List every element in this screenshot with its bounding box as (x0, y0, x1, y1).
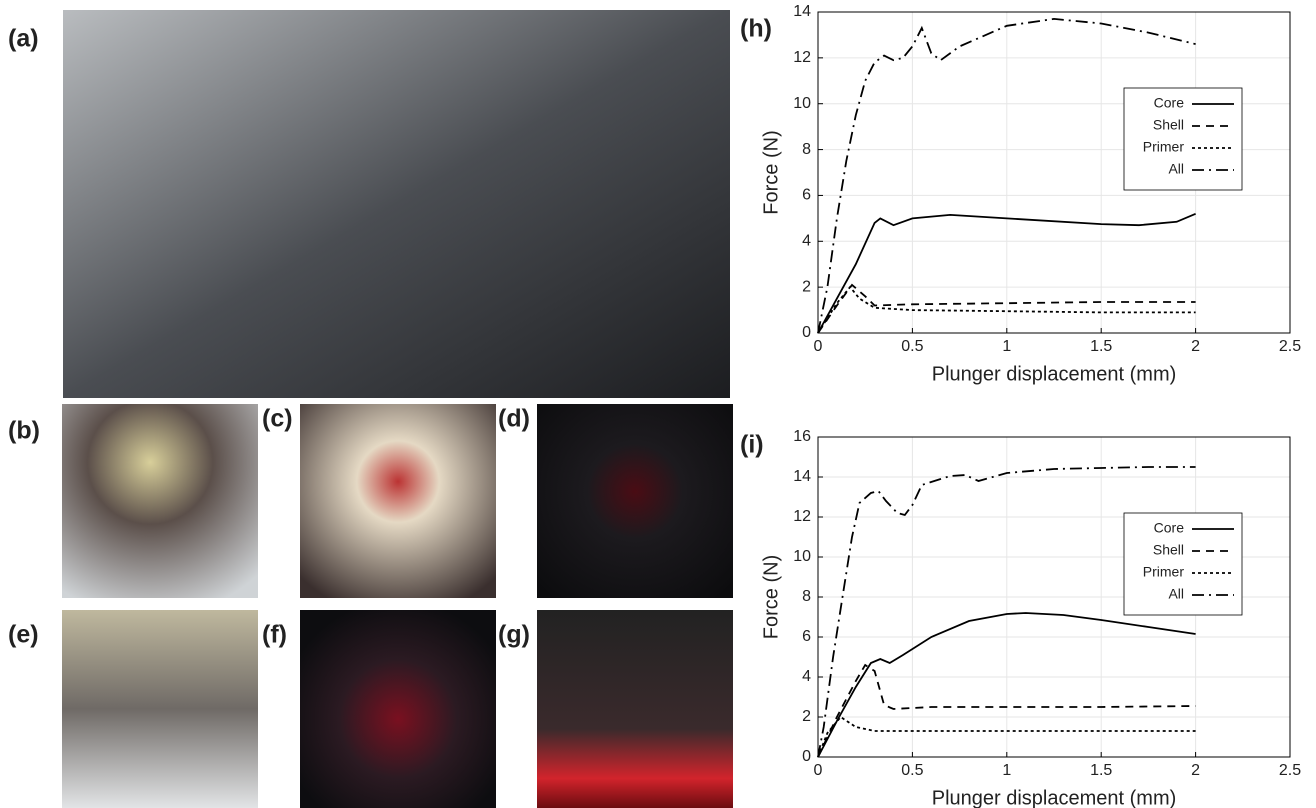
y-axis-label: Force (N) (760, 130, 782, 214)
x-tick-label: 0 (814, 338, 823, 355)
x-tick-label: 2 (1191, 338, 1200, 355)
photo (537, 404, 733, 598)
y-tick-label: 8 (802, 588, 811, 605)
legend-label: Primer (1143, 139, 1185, 155)
panel-label: (h) (740, 15, 772, 43)
photo (63, 10, 730, 398)
y-tick-label: 0 (802, 324, 811, 341)
photo (62, 404, 258, 598)
legend-label: Core (1154, 95, 1185, 111)
y-tick-label: 16 (793, 428, 811, 445)
legend-label: Shell (1153, 117, 1184, 133)
y-tick-label: 6 (802, 187, 811, 204)
photo (62, 610, 258, 808)
panel-label: (d) (498, 405, 530, 433)
y-tick-label: 2 (802, 708, 811, 725)
y-tick-label: 12 (793, 508, 811, 525)
legend-label: Core (1154, 520, 1185, 536)
photo (537, 610, 733, 808)
x-tick-label: 1 (1002, 762, 1011, 779)
legend-label: Primer (1143, 564, 1185, 580)
y-tick-label: 0 (802, 748, 811, 765)
x-tick-label: 1 (1002, 338, 1011, 355)
panel-label: (f) (262, 621, 287, 649)
x-tick-label: 1.5 (1090, 338, 1112, 355)
legend-label: Shell (1153, 542, 1184, 558)
panel-label: (c) (262, 405, 293, 433)
panel-label: (i) (740, 431, 764, 459)
legend-label: All (1168, 161, 1184, 177)
y-tick-label: 2 (802, 278, 811, 295)
x-tick-label: 1.5 (1090, 762, 1112, 779)
y-tick-label: 6 (802, 628, 811, 645)
y-tick-label: 4 (802, 233, 811, 250)
legend-label: All (1168, 586, 1184, 602)
photos (62, 10, 733, 808)
y-tick-label: 10 (793, 95, 811, 112)
panel-label: (b) (8, 417, 40, 445)
y-tick-label: 10 (793, 548, 811, 565)
x-axis-label: Plunger displacement (mm) (932, 787, 1177, 808)
x-tick-label: 0.5 (901, 762, 923, 779)
x-tick-label: 0 (814, 762, 823, 779)
photo (300, 610, 496, 808)
panel-label: (e) (8, 621, 39, 649)
panel-label: (a) (8, 25, 39, 53)
y-tick-label: 4 (802, 668, 811, 685)
y-tick-label: 12 (793, 49, 811, 66)
x-tick-label: 2.5 (1279, 338, 1301, 355)
y-tick-label: 8 (802, 141, 811, 158)
panel-label: (g) (498, 621, 530, 649)
figure: (a) (b) (c) (d) (e) (f) (g) (h)024681012… (0, 0, 1316, 808)
x-tick-label: 2 (1191, 762, 1200, 779)
y-tick-label: 14 (793, 3, 811, 20)
x-tick-label: 0.5 (901, 338, 923, 355)
y-tick-label: 14 (793, 468, 811, 485)
x-tick-label: 2.5 (1279, 762, 1301, 779)
photo (300, 404, 496, 598)
y-axis-label: Force (N) (760, 555, 782, 639)
x-axis-label: Plunger displacement (mm) (932, 363, 1177, 385)
